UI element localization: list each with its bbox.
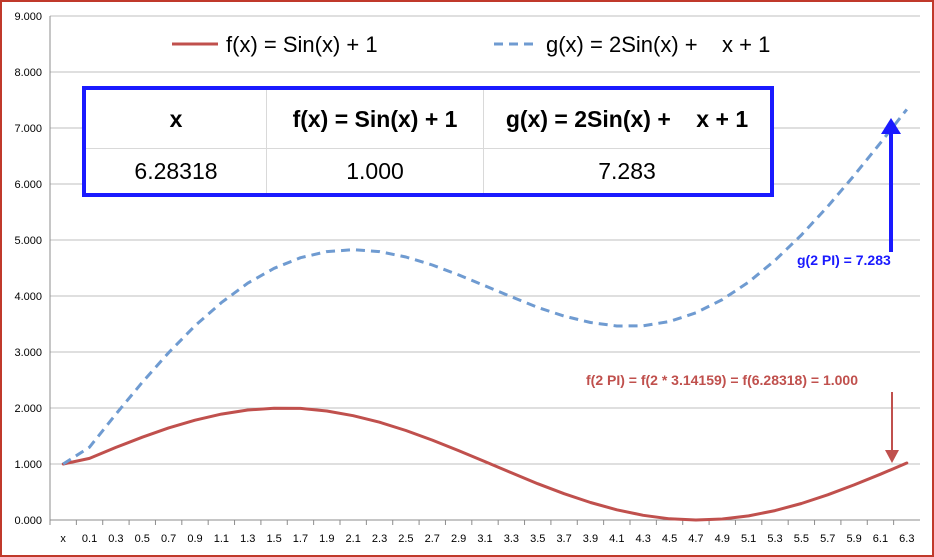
x-tick-label: 1.3 bbox=[240, 533, 255, 545]
table-row: 6.28318 1.000 7.283 bbox=[83, 148, 773, 196]
legend: f(x) = Sin(x) + 1 g(x) = 2Sin(x) + x + 1 bbox=[172, 32, 770, 57]
x-tick-label: 5.3 bbox=[767, 533, 782, 545]
value-table: x f(x) = Sin(x) + 1 g(x) = 2Sin(x) + x +… bbox=[82, 86, 774, 197]
x-tick-label: 1.1 bbox=[214, 533, 229, 545]
x-tick-label: 4.7 bbox=[688, 533, 703, 545]
y-tick-label: 7.000 bbox=[14, 123, 42, 135]
x-tick-label: 0.9 bbox=[187, 533, 202, 545]
x-tick-label: 5.1 bbox=[741, 533, 756, 545]
series-f-line bbox=[61, 406, 909, 522]
x-tick-label: 4.3 bbox=[636, 533, 651, 545]
gridlines bbox=[49, 15, 920, 521]
x-tick-label: 0.1 bbox=[82, 533, 97, 545]
legend-f-label: f(x) = Sin(x) + 1 bbox=[226, 32, 378, 57]
table-cell-f: 1.000 bbox=[266, 148, 484, 196]
x-tick-label: 3.3 bbox=[504, 533, 519, 545]
x-axis-ticks: x 0.1 0.3 0.5 0.7 0.9 1.1 1.3 1.5 1.7 1.9 2.1 2.3 2.5… bbox=[49, 520, 914, 545]
y-axis-ticks: 0.000 1.000 2.000 3.000 4.000 5.000 6.000 7.000… bbox=[14, 11, 42, 527]
x-tick-label: 2.9 bbox=[451, 533, 466, 545]
y-tick-label: 3.000 bbox=[14, 347, 42, 359]
x-tick-label: 6.3 bbox=[899, 533, 914, 545]
x-tick-label: 4.5 bbox=[662, 533, 677, 545]
table-cell-x: 6.28318 bbox=[83, 148, 267, 196]
f-arrow-head bbox=[885, 450, 899, 463]
x-tick-label: 5.5 bbox=[794, 533, 809, 545]
y-tick-label: 6.000 bbox=[14, 179, 42, 191]
x-tick-label: 3.1 bbox=[477, 533, 492, 545]
x-tick-label: 2.1 bbox=[346, 533, 361, 545]
annotations: g(2 PI) = 7.283 f(2 PI) = f(2 * 3.14159)… bbox=[586, 118, 901, 463]
f-annotation-label: f(2 PI) = f(2 * 3.14159) = f(6.28318) = … bbox=[586, 372, 858, 388]
x-tick-label: 6.1 bbox=[873, 533, 888, 545]
x-tick-label: 2.5 bbox=[398, 533, 413, 545]
y-tick-label: 1.000 bbox=[14, 459, 42, 471]
y-tick-label: 9.000 bbox=[14, 11, 42, 23]
x-tick-label: 5.9 bbox=[846, 533, 861, 545]
y-tick-label: 4.000 bbox=[14, 291, 42, 303]
g-annotation-label: g(2 PI) = 7.283 bbox=[797, 252, 891, 268]
y-tick-label: 2.000 bbox=[14, 403, 42, 415]
series-g-line bbox=[62, 108, 908, 466]
x-tick-label: 3.9 bbox=[583, 533, 598, 545]
x-tick-label: 4.9 bbox=[715, 533, 730, 545]
y-tick-label: 5.000 bbox=[14, 235, 42, 247]
series-lines bbox=[61, 108, 909, 522]
legend-g-label: g(x) = 2Sin(x) + x + 1 bbox=[546, 32, 770, 57]
x-tick-label: 0.3 bbox=[108, 533, 123, 545]
table-header-f: f(x) = Sin(x) + 1 bbox=[266, 87, 484, 149]
x-tick-label: 1.9 bbox=[319, 533, 334, 545]
table-header-row: x f(x) = Sin(x) + 1 g(x) = 2Sin(x) + x +… bbox=[83, 87, 773, 149]
x-tick-label: 2.7 bbox=[425, 533, 440, 545]
y-tick-label: 8.000 bbox=[14, 67, 42, 79]
table-header-x: x bbox=[83, 87, 267, 149]
x-tick-label: 0.5 bbox=[135, 533, 150, 545]
x-tick-label: 3.7 bbox=[556, 533, 571, 545]
x-tick-label: 2.3 bbox=[372, 533, 387, 545]
x-tick-label: 4.1 bbox=[609, 533, 624, 545]
x-tick-label: 3.5 bbox=[530, 533, 545, 545]
y-tick-label: 0.000 bbox=[14, 515, 42, 527]
x-tick-label: 0.7 bbox=[161, 533, 176, 545]
table-header-g: g(x) = 2Sin(x) + x + 1 bbox=[483, 87, 773, 149]
x-tick-label: 1.7 bbox=[293, 533, 308, 545]
x-tick-label: 5.7 bbox=[820, 533, 835, 545]
x-tick-label: 1.5 bbox=[266, 533, 281, 545]
x-tick-label: x bbox=[60, 533, 66, 545]
table-cell-g: 7.283 bbox=[483, 148, 773, 196]
g-arrow-head bbox=[881, 118, 901, 134]
